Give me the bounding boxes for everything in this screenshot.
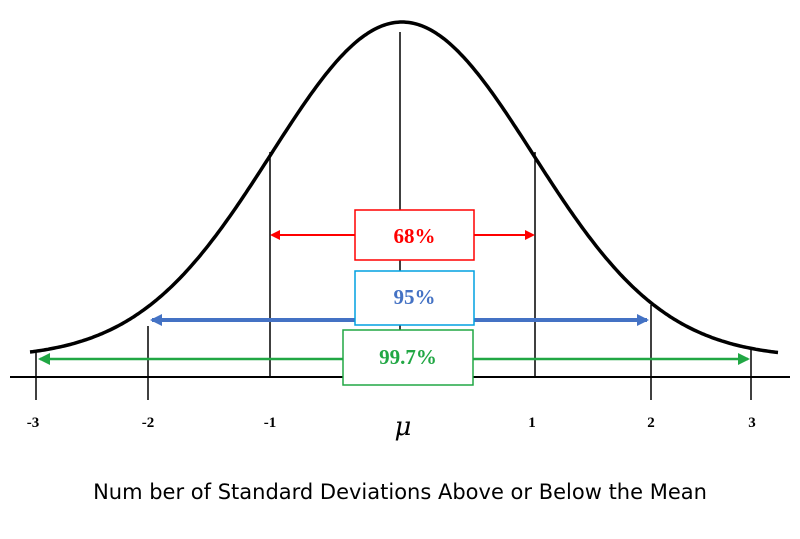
range-68-label: 68% [394,224,436,248]
tick-label-1: 1 [528,415,536,431]
tick-label-3: 3 [748,415,756,431]
tick-label-minus-1: -1 [264,415,277,431]
tick-label-mean: μ [395,412,412,442]
range-95-label: 95% [394,285,436,309]
tick-label-minus-3: -3 [27,415,40,431]
bell-curve [29,20,779,355]
range-997-label: 99.7% [379,345,437,369]
tick-label-2: 2 [647,415,655,431]
tick-label-minus-2: -2 [142,415,155,431]
axis-title: Num ber of Standard Deviations Above or … [93,480,707,504]
range-997-box [342,329,474,386]
range-95-box [354,270,475,326]
range-68-box [354,209,475,261]
